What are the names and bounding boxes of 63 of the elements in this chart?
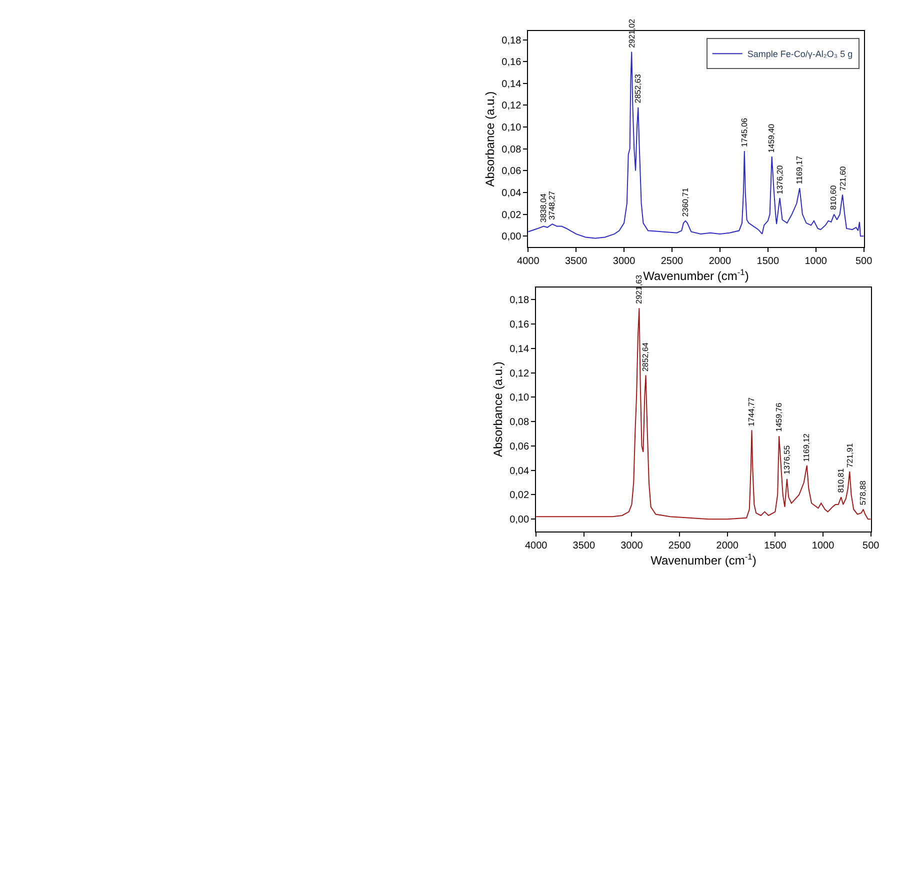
y-tick-label: 0,02 xyxy=(510,490,530,502)
annotation: 1169,17 xyxy=(795,155,804,184)
y-tick-label: 0,06 xyxy=(502,166,522,178)
annotation: 1744,77 xyxy=(747,396,756,426)
annotation: 1376,20 xyxy=(775,164,784,194)
annotation: 721,60 xyxy=(838,166,848,191)
y-tick-label: 0,16 xyxy=(502,57,522,68)
x-tick-label: 4000 xyxy=(517,256,540,268)
annotation: 1745,06 xyxy=(740,117,749,147)
annotation: 1376,55 xyxy=(782,444,792,474)
annotation: 1459,76 xyxy=(774,402,784,432)
x-axis-title: Wavenumber (cm$^{-1}$) xyxy=(643,267,749,284)
y-tick-label: 0,12 xyxy=(510,368,530,380)
y-tick-label: 0,00 xyxy=(510,514,530,526)
x-tick-label: 500 xyxy=(862,540,880,552)
x-tick-label: 2500 xyxy=(668,540,692,552)
annotation: 2852,63 xyxy=(633,74,642,104)
y-axis-title: Absorbance (a.u.) xyxy=(482,91,497,187)
x-tick-label: 1000 xyxy=(804,256,828,268)
y-tick-label: 0,14 xyxy=(510,344,530,355)
y-tick-label: 0,08 xyxy=(502,144,522,156)
x-tick-label: 1000 xyxy=(812,540,835,552)
x-axis-title: Wavenumber (cm$^{-1}$) xyxy=(650,551,756,568)
y-tick-label: 0,04 xyxy=(510,466,530,477)
x-tick-label: 2000 xyxy=(708,256,732,268)
y-tick-label: 0,18 xyxy=(510,295,530,306)
legend-label: Sample Fe-Co/γ-Al₂O₃ 5 g xyxy=(747,49,853,60)
annotation: 2921,63 xyxy=(634,274,644,304)
y-tick-label: 0,06 xyxy=(510,441,530,452)
annotation: 810,60 xyxy=(829,184,838,210)
x-tick-label: 1500 xyxy=(764,540,787,552)
x-tick-label: 4000 xyxy=(524,540,548,552)
y-tick-label: 0,10 xyxy=(510,392,530,404)
annotation: 2921,02 xyxy=(627,18,636,48)
x-tick-label: 3500 xyxy=(564,256,588,268)
x-tick-label: 1500 xyxy=(756,256,780,268)
annotation: 721,91 xyxy=(846,442,855,468)
y-tick-label: 0,12 xyxy=(502,100,522,112)
x-tick-label: 500 xyxy=(855,256,873,268)
annotation: 1169,12 xyxy=(802,432,811,462)
y-tick-label: 0,08 xyxy=(510,417,530,428)
y-tick-label: 0,16 xyxy=(510,319,530,330)
annotation: 2852,64 xyxy=(641,342,650,372)
y-tick-label: 0,00 xyxy=(502,232,522,243)
x-tick-label: 3000 xyxy=(620,540,644,552)
line-series xyxy=(528,51,864,239)
x-tick-label: 3000 xyxy=(612,256,636,268)
y-axis-title: Absorbance (a.u.) xyxy=(490,362,505,458)
annotation: 810,81 xyxy=(836,468,846,493)
line-series xyxy=(536,308,871,520)
y-tick-label: 0,02 xyxy=(502,210,522,221)
y-tick-label: 0,04 xyxy=(502,188,522,199)
x-tick-label: 3500 xyxy=(572,540,596,552)
y-tick-label: 0,10 xyxy=(502,122,522,134)
y-tick-label: 0,14 xyxy=(502,78,522,90)
y-tick-label: 0,18 xyxy=(502,35,522,46)
annotation: 578,88 xyxy=(858,480,868,506)
annotation: 1459,40 xyxy=(766,123,776,153)
x-tick-label: 2500 xyxy=(660,256,684,268)
annotation: 3838,04 xyxy=(538,193,548,222)
x-tick-label: 2000 xyxy=(716,540,739,552)
annotation: 2360,71 xyxy=(681,187,690,217)
annotation: 3748,27 xyxy=(548,190,557,220)
